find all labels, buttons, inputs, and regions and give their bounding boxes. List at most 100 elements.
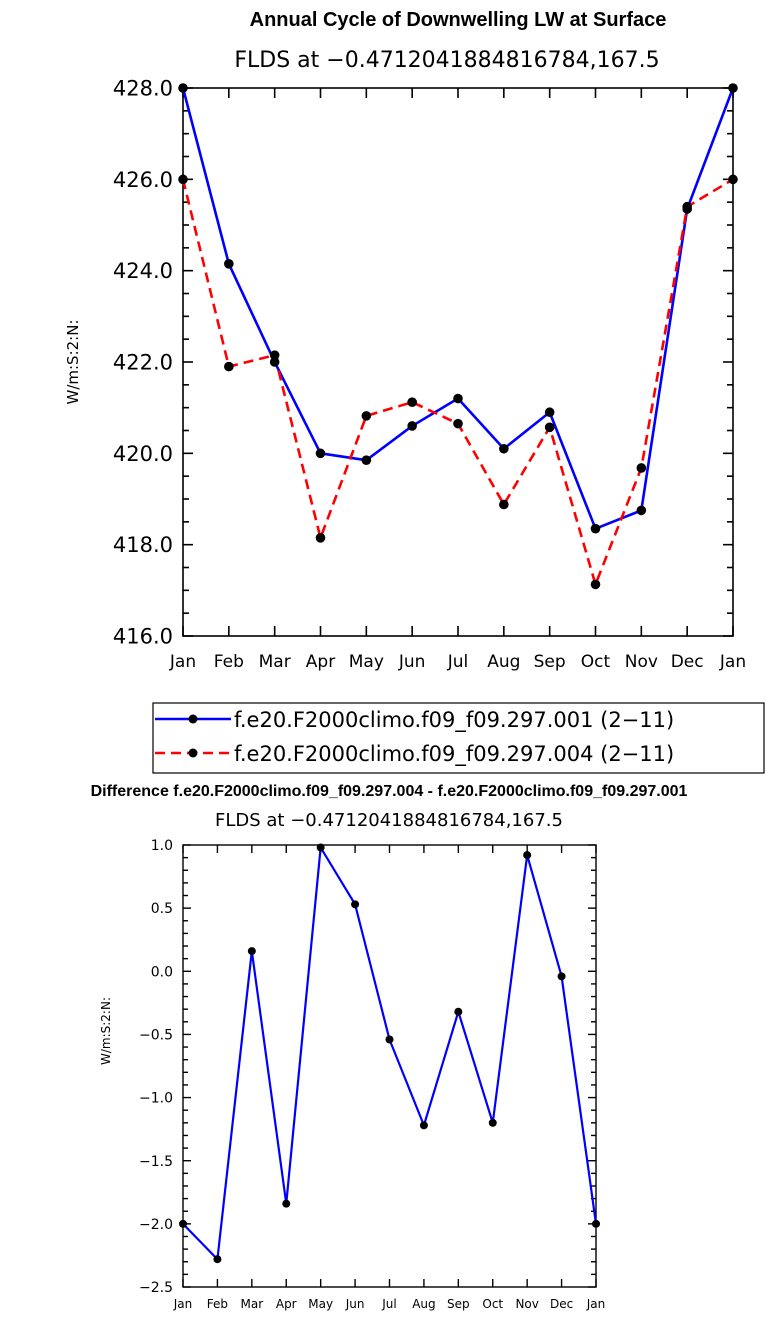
x-tick-label: Jan	[719, 652, 746, 672]
data-point-series-2	[682, 201, 692, 212]
x-tick-label: Sep	[534, 652, 566, 672]
y-tick-label: 418.0	[113, 533, 173, 557]
data-point-series-1	[407, 421, 417, 431]
data-point-series-1	[282, 1199, 291, 1208]
chart-annual-cycle: Annual Cycle of Downwelling LW at Surfac…	[64, 9, 765, 774]
y-tick-label: 0.0	[151, 964, 173, 980]
data-point-series-1	[419, 1121, 428, 1130]
legend-box	[152, 702, 765, 774]
y-tick-label: 428.0	[113, 77, 173, 101]
x-tick-label: Oct	[581, 652, 611, 672]
chart-subtitle: FLDS at −0.4712041884816784,167.5	[215, 810, 563, 831]
data-point-series-2	[499, 499, 509, 510]
x-tick-label: Dec	[671, 652, 704, 672]
data-point-series-2	[728, 174, 738, 185]
data-point-series-1	[523, 851, 532, 860]
x-tick-label: Nov	[515, 1297, 538, 1311]
x-tick-label: Jul	[447, 652, 469, 672]
y-tick-label: 420.0	[113, 442, 173, 466]
y-tick-label: −1.0	[139, 1091, 173, 1107]
data-point-series-1	[269, 357, 280, 367]
data-point-series-2	[224, 361, 234, 372]
x-tick-label: Aug	[487, 652, 520, 672]
data-point-series-1	[488, 1118, 497, 1127]
x-tick-label: May	[349, 652, 384, 672]
x-tick-label: Jun	[398, 652, 426, 672]
data-point-series-2	[590, 579, 601, 590]
data-point-series-2	[544, 422, 555, 433]
data-point-series-1	[224, 259, 234, 269]
y-tick-label: −1.5	[139, 1154, 173, 1170]
legend-label-series-1: f.e20.F2000climo.f09_f09.297.001 (2−11)	[234, 708, 674, 733]
plot-area: −2.5 −2.0 −1.5 −1.0 −0.5 0.0 0.5 1.0 Jan Feb Mar Ap…	[139, 838, 605, 1311]
chart-difference: Difference f.e20.F2000climo.f09_f09.297.…	[91, 783, 688, 1311]
data-point-series-1	[178, 83, 188, 93]
x-tick-label: Mar	[259, 652, 291, 672]
x-tick-label: Feb	[207, 1297, 228, 1311]
x-tick-label: Jan	[169, 652, 196, 672]
legend: f.e20.F2000climo.f09_f09.297.001 (2−11) …	[152, 702, 765, 774]
series-line-1	[182, 846, 598, 1261]
data-point-series-1	[213, 1255, 222, 1264]
data-point-series-1	[557, 972, 566, 981]
x-tick-label: Jun	[345, 1297, 365, 1311]
series-line-2	[181, 178, 734, 586]
data-point-series-1	[544, 407, 555, 418]
data-point-series-1	[728, 83, 738, 93]
data-point-series-1	[316, 843, 325, 852]
data-point-series-1	[636, 505, 647, 516]
data-point-series-1	[179, 1219, 187, 1228]
x-tick-label: Jan	[173, 1297, 193, 1311]
y-tick-label: 416.0	[113, 625, 173, 649]
plot-area: 416.0 418.0 420.0 422.0 424.0 426.0 428.0 Jan Fe…	[113, 77, 746, 672]
y-tick-label: −2.5	[139, 1280, 173, 1296]
data-point-series-1	[315, 448, 326, 459]
data-point-series-2	[636, 463, 647, 473]
chart-subtitle: FLDS at −0.4712041884816784,167.5	[234, 48, 659, 73]
chart-title: Difference f.e20.F2000climo.f09_f09.297.…	[91, 783, 688, 800]
data-point-series-2	[407, 397, 417, 407]
x-tick-label: Dec	[550, 1297, 573, 1311]
x-tick-label: Apr	[306, 652, 335, 672]
y-axis-label: W/m:S:2:N:	[64, 320, 82, 405]
data-point-series-1	[453, 393, 463, 404]
data-point-series-1	[454, 1007, 463, 1016]
y-tick-label: 422.0	[113, 351, 173, 375]
plot-frame	[182, 844, 597, 1288]
x-tick-label: Mar	[241, 1297, 264, 1311]
data-point-series-1	[361, 455, 372, 465]
data-point-series-2	[315, 533, 326, 543]
x-tick-label: Feb	[214, 652, 244, 672]
data-point-series-1	[351, 900, 360, 909]
x-tick-label: Jul	[381, 1297, 396, 1311]
data-point-series-1	[590, 523, 601, 534]
chart-title: Annual Cycle of Downwelling LW at Surfac…	[250, 9, 667, 31]
y-axis-label: W/m:S:2:N:	[99, 997, 113, 1065]
x-tick-label: May	[308, 1297, 333, 1311]
plot-frame	[182, 87, 734, 637]
x-tick-label: Jan	[586, 1297, 606, 1311]
data-point-series-2	[178, 174, 188, 185]
data-point-series-2	[361, 411, 372, 421]
data-point-series-2	[453, 418, 463, 429]
y-tick-label: −2.0	[139, 1217, 173, 1233]
data-point-series-2	[269, 350, 280, 360]
data-point-series-1	[592, 1219, 600, 1228]
y-tick-label: 426.0	[113, 168, 173, 192]
y-tick-label: −0.5	[139, 1027, 173, 1043]
y-tick-label: 424.0	[113, 259, 173, 283]
x-tick-label: Oct	[482, 1297, 503, 1311]
x-tick-label: Sep	[447, 1297, 470, 1311]
y-tick-label: 0.5	[151, 901, 173, 917]
data-point-series-1	[499, 443, 509, 454]
legend-marker-series-2	[188, 748, 198, 758]
series-line-1	[181, 87, 735, 530]
data-point-series-1	[385, 1035, 394, 1044]
x-tick-label: Aug	[412, 1297, 435, 1311]
data-point-series-1	[247, 947, 256, 956]
legend-label-series-2: f.e20.F2000climo.f09_f09.297.004 (2−11)	[234, 742, 674, 767]
y-tick-label: 1.0	[151, 838, 173, 854]
x-tick-label: Nov	[625, 652, 658, 672]
x-tick-label: Apr	[276, 1297, 297, 1311]
